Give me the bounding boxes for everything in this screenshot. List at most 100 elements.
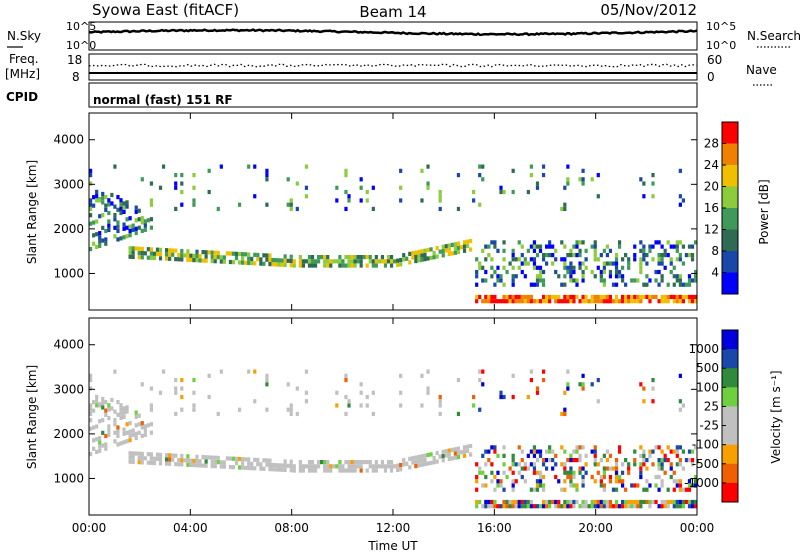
velocity-cell-663 <box>596 399 600 404</box>
velocity-cell-7 <box>89 377 93 383</box>
power-cell-179 <box>210 254 214 259</box>
velocity-cell-644 <box>584 453 588 458</box>
velocity-cell-131 <box>165 457 169 462</box>
velocity-cell-648 <box>590 474 594 480</box>
cpid-panel-frame <box>88 82 698 108</box>
velocity-colorbar-segment-1 <box>722 349 738 369</box>
velocity-cell-200 <box>237 456 242 462</box>
power-cell-414 <box>472 189 476 195</box>
power-cell-438 <box>484 244 488 249</box>
noise-trace <box>88 28 698 37</box>
power-cell-122 <box>152 251 157 256</box>
velocity-cell-188 <box>219 460 223 465</box>
velocity-cell-128 <box>158 390 163 395</box>
velocity-cell-272 <box>313 464 318 469</box>
velocity-cell-330 <box>374 464 378 469</box>
velocity-cell-400 <box>456 454 461 460</box>
velocity-colorbar-segment-4 <box>722 406 738 427</box>
velocity-cell-13 <box>92 400 96 405</box>
power-cell-763 <box>651 244 655 249</box>
power-cell-480 <box>511 294 515 300</box>
power-colorbar-segment-5 <box>722 229 738 252</box>
power-cell-43 <box>107 202 111 207</box>
power-cell-363 <box>420 257 424 262</box>
velocity-cell-324 <box>368 459 372 465</box>
power-cell-140 <box>174 206 178 212</box>
power-cell-53 <box>116 237 120 242</box>
velocity-cell-192 <box>225 456 229 461</box>
power-cell-636 <box>581 240 585 245</box>
velocity-cell-1 <box>89 426 93 431</box>
noise-right-tick-top: 10^5 <box>706 20 736 33</box>
velocity-cell-634 <box>581 474 585 480</box>
velocity-cell-696 <box>614 479 619 484</box>
velocity-cell-386 <box>438 394 442 400</box>
power-cell-310 <box>356 259 360 264</box>
power-cell-35 <box>104 228 108 234</box>
power-cell-784 <box>660 252 664 258</box>
velocity-cell-242 <box>283 459 287 464</box>
power-cell-86 <box>131 246 135 251</box>
velocity-cell-476 <box>508 504 512 509</box>
velocity-cell-805 <box>672 470 676 475</box>
velocity-cell-571 <box>554 474 558 480</box>
velocity-cell-601 <box>569 504 573 509</box>
power-cell-341 <box>389 254 394 260</box>
power-cell-673 <box>602 282 606 287</box>
velocity-cell-414 <box>472 394 476 400</box>
power-colorbar-segment-2 <box>722 165 738 187</box>
power-cell-770 <box>654 240 658 245</box>
power-cell-42 <box>107 210 111 216</box>
velocity-colorbar-frame <box>721 329 739 503</box>
power-cell-28 <box>101 225 105 230</box>
velocity-cell-416 <box>475 499 479 505</box>
power-cell-85 <box>131 250 135 255</box>
power-cell-327 <box>371 206 375 212</box>
velocity-cell-528 <box>532 449 537 454</box>
power-cell-605 <box>569 269 573 275</box>
velocity-cell-747 <box>642 453 646 458</box>
velocity-cell-422 <box>478 470 482 475</box>
velocity-cell-4 <box>89 407 93 412</box>
power-cell-58 <box>116 194 120 200</box>
velocity-cell-14 <box>95 449 99 455</box>
velocity-cell-509 <box>523 462 527 467</box>
power-cell-261 <box>304 259 309 264</box>
velocity-cell-464 <box>499 390 503 395</box>
velocity-cell-491 <box>514 499 518 505</box>
power-cell-408 <box>462 240 467 245</box>
power-cell-59 <box>119 236 123 241</box>
power-cell-36 <box>104 207 108 212</box>
velocity-cell-101 <box>140 421 144 426</box>
power-cell-245 <box>286 177 290 182</box>
power-cell-61 <box>119 206 123 211</box>
velocity-cell-208 <box>247 461 251 466</box>
velocity-cell-517 <box>529 487 533 492</box>
velocity-cell-132 <box>165 453 169 458</box>
velocity-cell-38 <box>104 400 108 405</box>
velocity-cell-807 <box>675 504 679 509</box>
velocity-cell-373 <box>426 390 430 395</box>
power-cell-806 <box>672 244 676 249</box>
velocity-cell-166 <box>195 458 199 464</box>
velocity-cell-451 <box>493 487 497 492</box>
power-cell-818 <box>678 278 682 283</box>
velocity-cell-830 <box>681 449 685 454</box>
power-cell-349 <box>399 168 403 173</box>
power-cell-162 <box>192 198 196 203</box>
power-cell-557 <box>545 261 549 266</box>
power-cell-206 <box>244 252 248 257</box>
velocity-cell-762 <box>651 462 655 467</box>
power-cell-108 <box>143 219 147 224</box>
velocity-cell-186 <box>216 411 220 417</box>
power-cell-458 <box>496 265 500 270</box>
power-cell-73 <box>125 204 129 209</box>
power-cell-526 <box>532 257 537 262</box>
velocity-cell-675 <box>602 474 606 480</box>
velocity-cell-419 <box>475 474 479 480</box>
velocity-cell-614 <box>572 470 576 475</box>
velocity-cell-737 <box>639 470 643 475</box>
power-cell-11 <box>92 220 96 225</box>
power-cell-581 <box>560 206 564 212</box>
